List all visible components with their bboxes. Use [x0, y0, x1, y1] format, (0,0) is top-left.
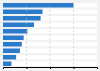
bar: [3, 35, 24, 40]
bar: [3, 42, 22, 47]
x-axis: [4, 67, 98, 69]
x-tick-mark: [74, 67, 75, 69]
bar: [3, 55, 16, 60]
bar: [3, 16, 41, 21]
bar: [3, 61, 11, 66]
x-axis-line: [4, 68, 98, 70]
x-tick: [50, 67, 51, 69]
x-tick-mark: [27, 67, 28, 69]
bar: [3, 48, 20, 53]
bar: [3, 9, 42, 14]
marks: [3, 2, 97, 67]
x-tick: [27, 67, 28, 69]
grid-line: [73, 2, 74, 67]
x-tick: [74, 67, 75, 69]
chart: [0, 0, 100, 71]
bar: [3, 22, 34, 27]
bar: [3, 29, 27, 34]
bar: [3, 3, 74, 8]
grid-line: [50, 2, 51, 67]
plot: [3, 2, 98, 69]
grid-line: [26, 2, 27, 67]
x-tick-mark: [50, 67, 51, 69]
